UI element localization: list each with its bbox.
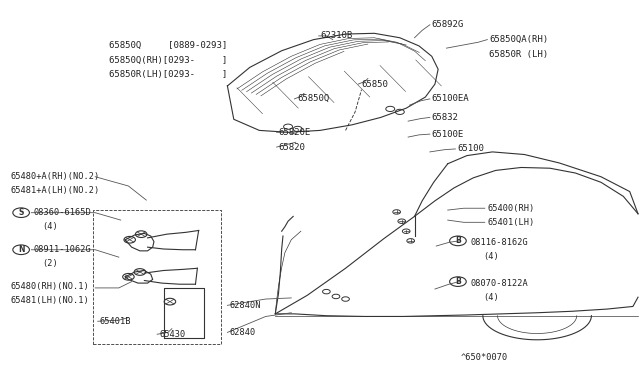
Text: 65850R (LH): 65850R (LH)	[489, 50, 548, 59]
Text: (4): (4)	[483, 252, 499, 261]
Text: 65820E: 65820E	[278, 128, 311, 137]
Text: 65820: 65820	[278, 142, 305, 151]
Text: (4): (4)	[42, 222, 58, 231]
Text: 65850Q(RH)[0293-     ]: 65850Q(RH)[0293- ]	[109, 55, 227, 64]
Text: 08911-1062G: 08911-1062G	[34, 245, 92, 254]
Text: 08070-8122A: 08070-8122A	[470, 279, 528, 288]
Text: ^650*0070: ^650*0070	[461, 353, 508, 362]
Text: 65850: 65850	[362, 80, 388, 89]
Text: 65480(RH)(NO.1): 65480(RH)(NO.1)	[10, 282, 89, 291]
Text: 65401(LH): 65401(LH)	[487, 218, 534, 227]
Text: 62840N: 62840N	[229, 301, 261, 310]
Text: S: S	[19, 208, 24, 217]
Text: 65850QA(RH): 65850QA(RH)	[489, 35, 548, 44]
Text: 65892G: 65892G	[432, 20, 464, 29]
Text: 65100: 65100	[458, 144, 484, 153]
Text: B: B	[455, 236, 461, 246]
Text: 62310B: 62310B	[320, 31, 352, 41]
Text: 65481+A(LH)(NO.2): 65481+A(LH)(NO.2)	[10, 186, 100, 195]
Text: 65850Q     [0889-0293]: 65850Q [0889-0293]	[109, 41, 227, 50]
Text: N: N	[18, 245, 24, 254]
Text: (2): (2)	[42, 259, 58, 268]
Text: B: B	[455, 277, 461, 286]
Text: 65100EA: 65100EA	[432, 94, 469, 103]
Text: 65832: 65832	[432, 113, 459, 122]
Text: 08116-8162G: 08116-8162G	[470, 238, 528, 247]
Text: 65100E: 65100E	[432, 129, 464, 139]
Text: 62840: 62840	[229, 328, 255, 337]
Text: 08360-6165D: 08360-6165D	[34, 208, 92, 217]
Text: 65430: 65430	[159, 330, 186, 339]
Text: 65480+A(RH)(NO.2): 65480+A(RH)(NO.2)	[10, 172, 100, 181]
Text: 65401B: 65401B	[100, 317, 131, 326]
Text: (4): (4)	[483, 293, 499, 302]
Text: 65850Q: 65850Q	[298, 94, 330, 103]
Text: 65850R(LH)[0293-     ]: 65850R(LH)[0293- ]	[109, 70, 227, 79]
Text: 65400(RH): 65400(RH)	[487, 204, 534, 213]
Text: 65481(LH)(NO.1): 65481(LH)(NO.1)	[10, 296, 89, 305]
